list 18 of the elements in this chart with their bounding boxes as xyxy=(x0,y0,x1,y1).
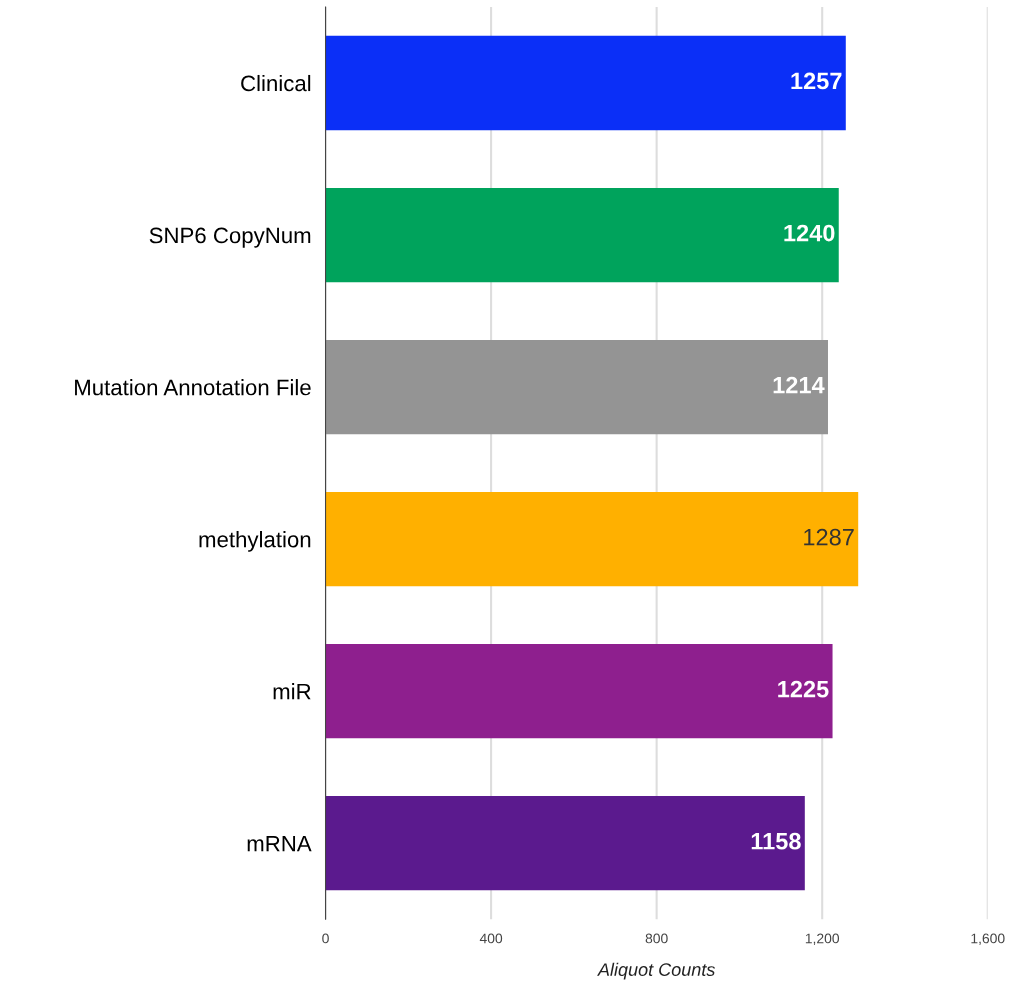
y-tick-label: methylation xyxy=(199,531,311,552)
x-tick-label: 0 xyxy=(322,933,329,944)
data-label: 1287 xyxy=(804,528,854,546)
x-tick-label: 1,600 xyxy=(971,933,1005,945)
x-tick-label: 400 xyxy=(479,933,503,944)
y-tick-label: miR xyxy=(273,683,311,700)
y-tick-label: Clinical xyxy=(241,74,311,92)
y-tick-label: Mutation Annotation File xyxy=(75,379,311,396)
y-tick-label: mRNA xyxy=(247,835,312,852)
data-label: 1214 xyxy=(773,376,825,394)
data-label: 1257 xyxy=(791,72,842,90)
x-axis-title: Aliquot Counts xyxy=(597,962,715,980)
x-tick-label: 800 xyxy=(645,933,668,944)
data-label: 1225 xyxy=(778,680,829,698)
y-tick-label: SNP6 CopyNum xyxy=(149,227,311,248)
data-label: 1158 xyxy=(751,832,801,850)
data-label: 1240 xyxy=(784,224,835,242)
x-tick-label: 1,200 xyxy=(805,933,840,945)
